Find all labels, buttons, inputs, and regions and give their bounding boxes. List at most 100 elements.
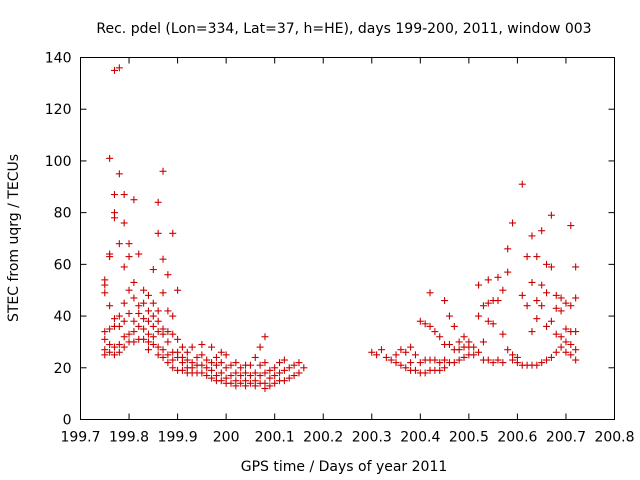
y-tick-label: 40 <box>54 309 72 325</box>
data-point <box>494 356 502 364</box>
data-point <box>169 364 177 372</box>
data-point <box>217 348 225 356</box>
data-point <box>494 273 502 281</box>
y-axis-label: STEC from uqrg / TECUs <box>6 154 22 322</box>
data-point <box>110 214 118 222</box>
data-point <box>276 369 284 377</box>
data-point <box>110 343 118 351</box>
data-point <box>227 361 235 369</box>
data-point <box>149 341 157 349</box>
data-point <box>110 66 118 74</box>
x-tick-label: 200.4 <box>400 430 440 446</box>
data-point <box>159 289 167 297</box>
data-point <box>562 348 570 356</box>
x-tick-label: 199.7 <box>60 430 100 446</box>
data-point <box>246 379 254 387</box>
data-point <box>470 343 478 351</box>
data-point <box>256 372 264 380</box>
data-point <box>115 64 123 72</box>
y-tick-labels: 0 20 40 60 80 100 120 140 <box>45 51 72 429</box>
data-point <box>237 364 245 372</box>
data-point <box>455 338 463 346</box>
data-point <box>159 167 167 175</box>
data-point <box>217 377 225 385</box>
data-point <box>149 322 157 330</box>
data-point <box>538 302 546 310</box>
data-point <box>144 346 152 354</box>
data-point <box>271 372 279 380</box>
data-point <box>198 369 206 377</box>
data-point <box>411 366 419 374</box>
x-tick-labels: 199.7 199.8 199.9 200 200.1 200.2 200.3 200.4 20… <box>60 430 634 446</box>
data-point <box>164 351 172 359</box>
data-point <box>149 266 157 274</box>
data-point <box>120 333 128 341</box>
data-point <box>115 322 123 330</box>
data-point <box>523 253 531 261</box>
data-point <box>140 286 148 294</box>
data-point <box>144 330 152 338</box>
data-point <box>266 366 274 374</box>
data-point <box>159 346 167 354</box>
data-point <box>125 240 133 248</box>
data-point <box>106 154 114 162</box>
data-point <box>212 353 220 361</box>
data-point <box>256 361 264 369</box>
data-point <box>222 351 230 359</box>
data-point <box>198 361 206 369</box>
data-point <box>120 219 128 227</box>
data-point <box>547 263 555 271</box>
data-point <box>169 312 177 320</box>
data-point <box>562 299 570 307</box>
data-point <box>120 343 128 351</box>
data-point <box>436 366 444 374</box>
data-point <box>232 369 240 377</box>
data-point <box>528 328 536 336</box>
y-tick-label: 120 <box>45 102 72 118</box>
data-point <box>144 291 152 299</box>
data-point <box>572 356 580 364</box>
data-point <box>533 361 541 369</box>
data-point <box>159 353 167 361</box>
data-point <box>567 351 575 359</box>
data-point <box>232 382 240 390</box>
data-point <box>154 198 162 206</box>
data-point <box>562 338 570 346</box>
y-tick-label: 0 <box>63 413 72 429</box>
data-point <box>567 222 575 230</box>
data-point <box>164 338 172 346</box>
data-point <box>543 289 551 297</box>
data-point <box>246 361 254 369</box>
data-point <box>120 317 128 325</box>
data-point <box>115 240 123 248</box>
data-point <box>115 348 123 356</box>
data-point <box>130 294 138 302</box>
data-point <box>411 351 419 359</box>
data-point <box>140 315 148 323</box>
data-point <box>169 356 177 364</box>
data-point <box>149 333 157 341</box>
data-point <box>533 297 541 305</box>
data-point <box>130 196 138 204</box>
data-point <box>106 341 114 349</box>
x-tick-label: 199.8 <box>109 430 149 446</box>
data-point <box>135 250 143 258</box>
data-point <box>426 289 434 297</box>
data-point <box>110 191 118 199</box>
y-tick-label: 140 <box>45 51 72 67</box>
data-point <box>169 229 177 237</box>
data-point <box>285 374 293 382</box>
data-point <box>450 322 458 330</box>
data-point <box>169 330 177 338</box>
data-point <box>504 245 512 253</box>
data-point <box>460 333 468 341</box>
data-point <box>445 312 453 320</box>
data-point <box>509 219 517 227</box>
data-point <box>416 359 424 367</box>
x-tick-label: 200.3 <box>352 430 392 446</box>
data-point <box>237 379 245 387</box>
data-point <box>368 348 376 356</box>
data-point <box>178 366 186 374</box>
data-point <box>135 309 143 317</box>
